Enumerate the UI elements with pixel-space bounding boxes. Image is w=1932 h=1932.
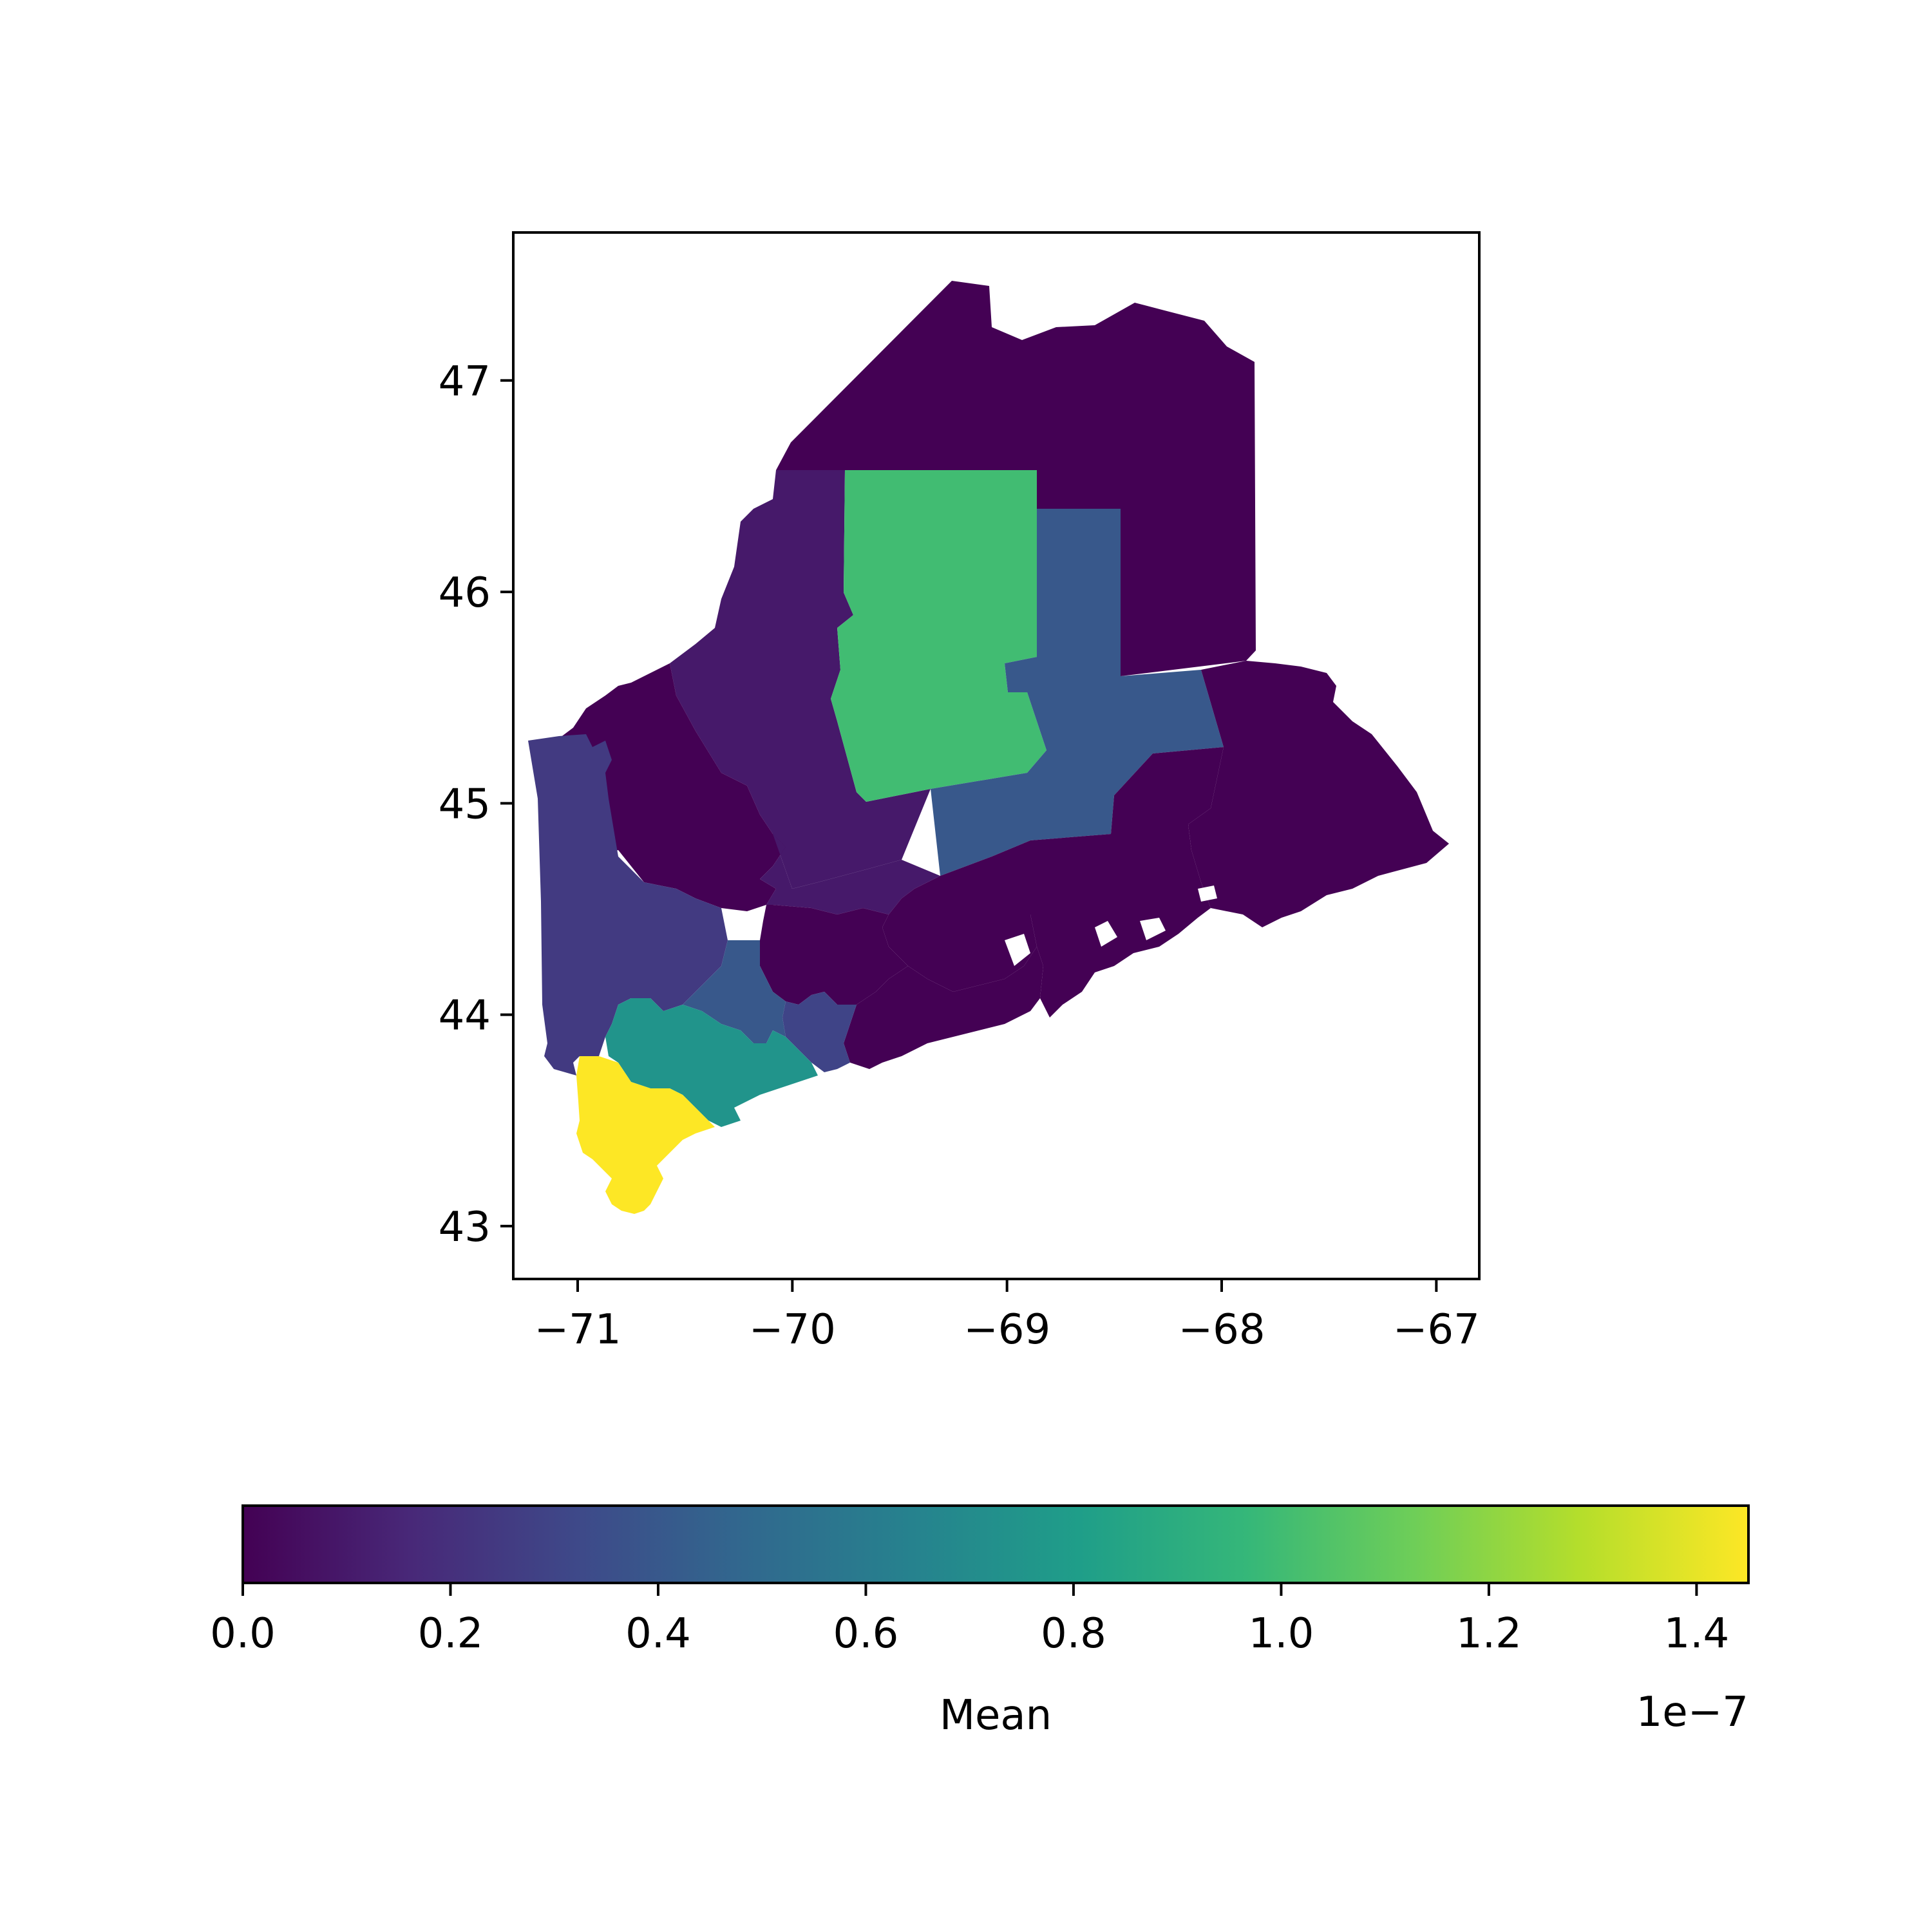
- y-axis: 43 44 45 46 47: [439, 358, 513, 1251]
- colorbar-tick-label: 0.2: [418, 1610, 484, 1658]
- y-tick-label: 46: [439, 569, 491, 617]
- coastline-notch: [1198, 886, 1217, 902]
- region-kennebec: [760, 905, 908, 1005]
- colorbar-gradient: [243, 1506, 1748, 1583]
- colorbar-tick-label: 0.0: [210, 1610, 276, 1658]
- map-regions: [528, 281, 1449, 1214]
- colorbar-tick-label: 0.6: [833, 1610, 899, 1658]
- region-waldo: [882, 840, 1037, 992]
- coastal-islands: [1005, 886, 1217, 966]
- region-cumberland: [605, 998, 818, 1127]
- region-penobscot-north: [831, 470, 1046, 802]
- y-tick-label: 45: [439, 781, 491, 828]
- y-tick-label: 43: [439, 1204, 491, 1251]
- x-tick-label: −69: [963, 1306, 1050, 1354]
- region-hancock: [1030, 747, 1224, 1018]
- colorbar-offset-text: 1e−7: [1636, 1689, 1748, 1736]
- region-piscataquis: [670, 470, 931, 889]
- x-tick-label: −68: [1178, 1306, 1265, 1354]
- x-tick-label: −70: [749, 1306, 836, 1354]
- colorbar: 0.0 0.2 0.4 0.6 0.8 1.0 1.2 1.4 Mean 1e−7: [210, 1504, 1750, 1739]
- coastline-notch: [1005, 934, 1030, 966]
- colorbar-label: Mean: [940, 1692, 1052, 1739]
- colorbar-tick-label: 1.4: [1663, 1610, 1729, 1658]
- colorbar-tick-label: 1.2: [1456, 1610, 1522, 1658]
- x-axis: −71 −70 −69 −68 −67: [534, 1279, 1480, 1354]
- colorbar-frame: [242, 1504, 1750, 1584]
- region-aroostook: [776, 281, 1256, 676]
- region-somerset-east: [760, 834, 940, 914]
- coastline-notch: [1140, 918, 1166, 940]
- region-knox: [844, 947, 1043, 1069]
- x-tick-label: −71: [534, 1306, 621, 1354]
- colorbar-tick-label: 1.0: [1249, 1610, 1314, 1658]
- colorbar-ticks: 0.0 0.2 0.4 0.6 0.8 1.0 1.2 1.4: [210, 1583, 1729, 1658]
- colorbar-tick-label: 0.8: [1041, 1610, 1106, 1658]
- y-tick-label: 44: [439, 992, 491, 1040]
- x-tick-label: −67: [1393, 1306, 1480, 1354]
- map-axes-frame: [512, 231, 1481, 1280]
- coastline-notch: [1095, 921, 1117, 947]
- region-oxford: [528, 734, 728, 1075]
- colorbar-tick-label: 0.4: [625, 1610, 691, 1658]
- region-york: [576, 1056, 715, 1214]
- region-androscoggin: [683, 940, 786, 1043]
- region-washington: [1188, 661, 1449, 927]
- y-tick-label: 47: [439, 358, 491, 406]
- map-axes: −71 −70 −69 −68 −67 43 44 45 46 47: [439, 231, 1481, 1354]
- region-penobscot-east: [931, 509, 1224, 876]
